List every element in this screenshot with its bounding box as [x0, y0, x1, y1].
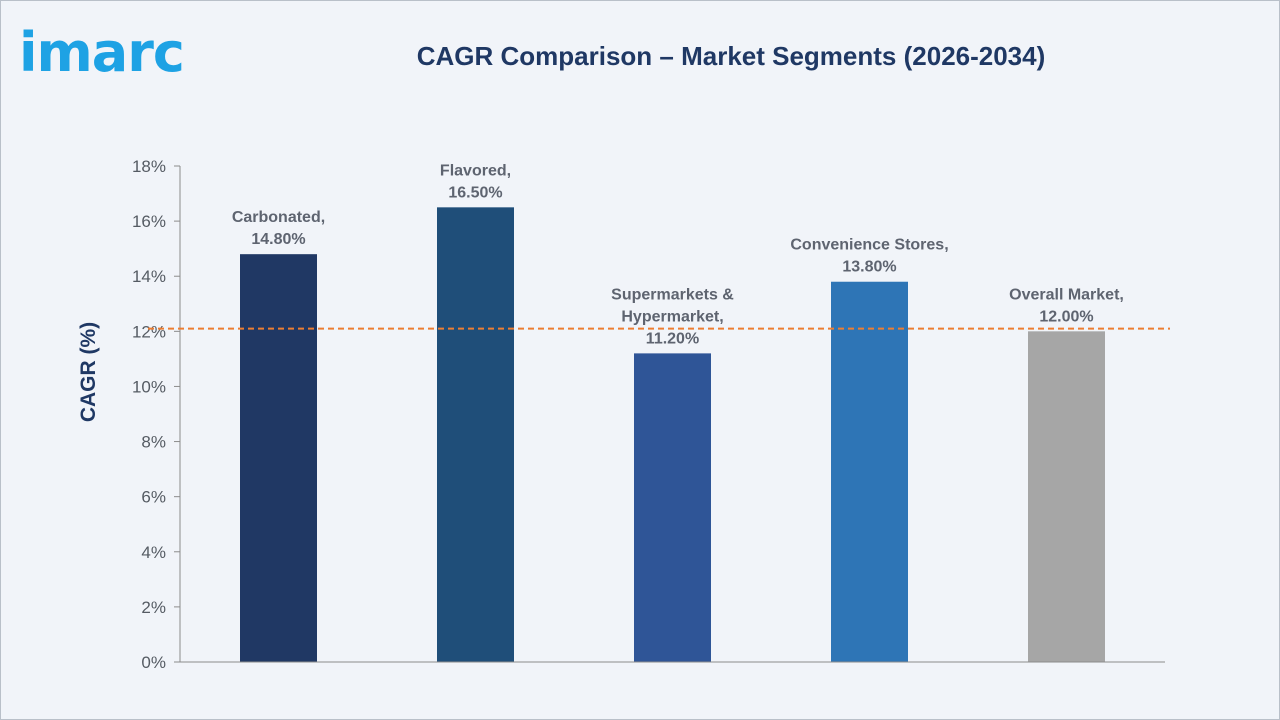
- bar-0: [240, 254, 317, 662]
- y-tick-label: 8%: [141, 433, 166, 452]
- y-tick-label: 2%: [141, 598, 166, 617]
- bar-1: [437, 207, 514, 663]
- data-label: Hypermarket,: [621, 308, 723, 325]
- data-label: Supermarkets &: [611, 286, 734, 303]
- y-tick-label: 16%: [132, 212, 166, 231]
- imarc-logo: imarc: [19, 21, 185, 84]
- data-label: 14.80%: [251, 231, 305, 248]
- y-tick-label: 14%: [132, 267, 166, 286]
- data-label: Overall Market,: [1009, 286, 1124, 303]
- data-label: 11.20%: [646, 330, 699, 347]
- data-label: 13.80%: [842, 259, 896, 276]
- data-label: 16.50%: [448, 184, 502, 201]
- chart-title: CAGR Comparison – Market Segments (2026-…: [416, 41, 1046, 71]
- data-label: Convenience Stores,: [790, 237, 948, 254]
- bar-3: [831, 281, 908, 662]
- y-tick-label: 6%: [141, 488, 166, 507]
- y-tick-label: 0%: [141, 653, 166, 672]
- data-label: Flavored,: [440, 162, 511, 179]
- bar-2: [634, 353, 711, 662]
- data-label: Carbonated,: [232, 209, 325, 226]
- y-tick-label: 18%: [132, 157, 166, 176]
- y-tick-label: 12%: [132, 322, 166, 341]
- bar-4: [1028, 331, 1105, 662]
- y-tick-label: 4%: [141, 543, 166, 562]
- y-tick-label: 10%: [132, 377, 166, 396]
- data-label: 12.00%: [1039, 308, 1093, 325]
